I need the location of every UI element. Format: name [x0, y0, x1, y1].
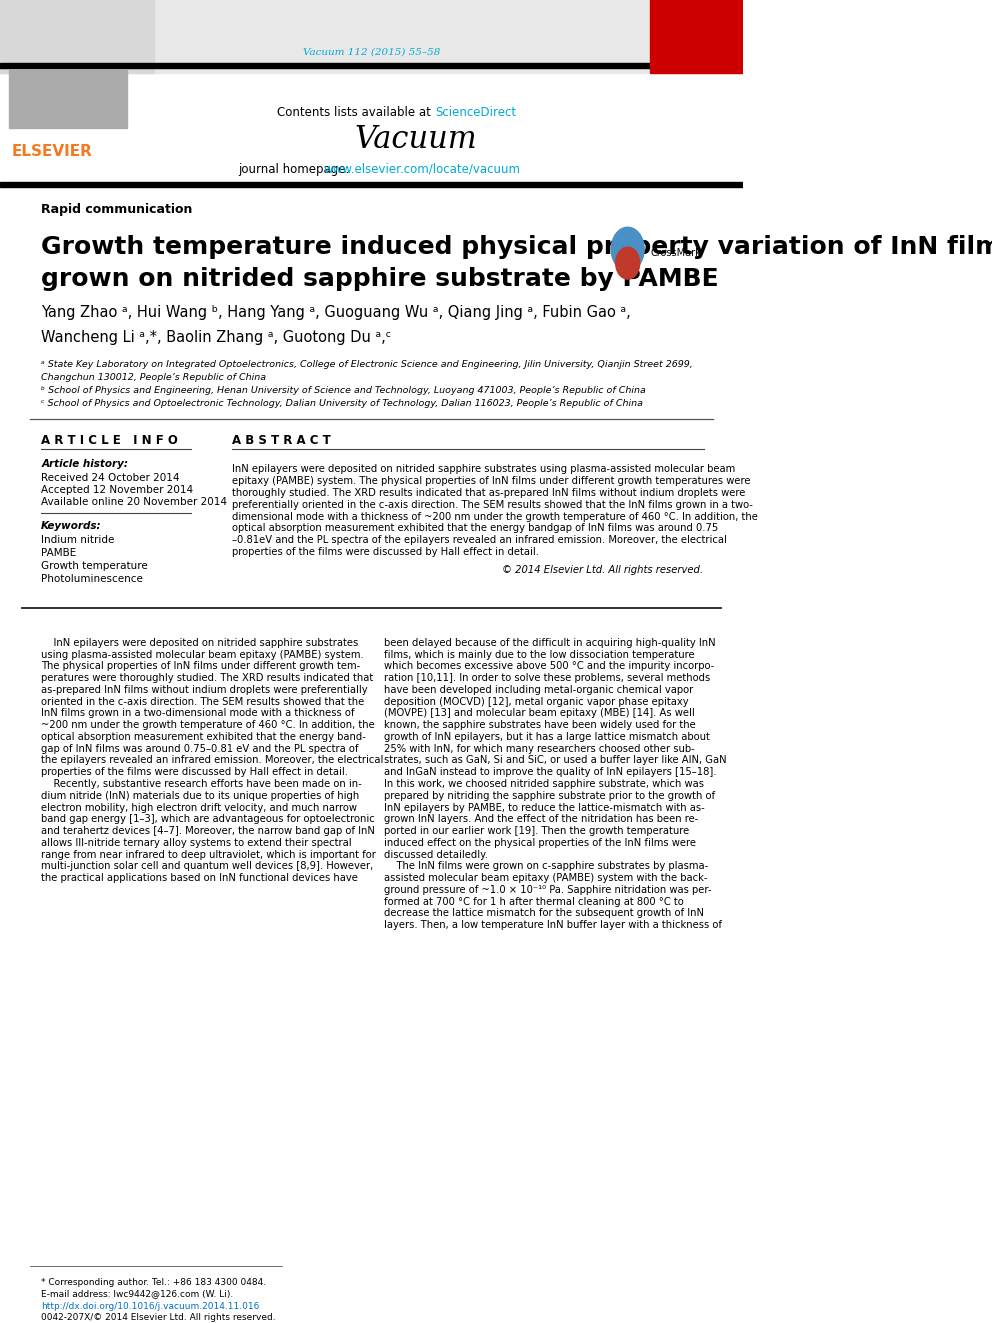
Text: induced effect on the physical properties of the InN films were: induced effect on the physical propertie…	[384, 837, 695, 848]
Text: http://dx.doi.org/10.1016/j.vacuum.2014.11.016: http://dx.doi.org/10.1016/j.vacuum.2014.…	[42, 1302, 260, 1311]
Text: the epilayers revealed an infrared emission. Moreover, the electrical: the epilayers revealed an infrared emiss…	[42, 755, 384, 766]
Text: Photoluminescence: Photoluminescence	[42, 574, 143, 583]
Text: 0042-207X/© 2014 Elsevier Ltd. All rights reserved.: 0042-207X/© 2014 Elsevier Ltd. All right…	[42, 1312, 276, 1322]
Text: dium nitride (InN) materials due to its unique properties of high: dium nitride (InN) materials due to its …	[42, 791, 359, 800]
Text: optical absorption measurement exhibited that the energy bandgap of InN films wa: optical absorption measurement exhibited…	[232, 524, 718, 533]
Text: films, which is mainly due to the low dissociation temperature: films, which is mainly due to the low di…	[384, 650, 694, 660]
Text: deposition (MOCVD) [12], metal organic vapor phase epitaxy: deposition (MOCVD) [12], metal organic v…	[384, 697, 688, 706]
Text: dimensional mode with a thickness of ~200 nm under the growth temperature of 460: dimensional mode with a thickness of ~20…	[232, 512, 758, 521]
Text: Indium nitride: Indium nitride	[42, 536, 114, 545]
Text: the practical applications based on InN functional devices have: the practical applications based on InN …	[42, 873, 358, 882]
Text: A B S T R A C T: A B S T R A C T	[232, 434, 331, 447]
Text: ration [10,11]. In order to solve these problems, several methods: ration [10,11]. In order to solve these …	[384, 673, 709, 683]
Text: decrease the lattice mismatch for the subsequent growth of InN: decrease the lattice mismatch for the su…	[384, 909, 703, 918]
Text: properties of the films were discussed by Hall effect in detail.: properties of the films were discussed b…	[42, 767, 348, 777]
Text: A R T I C L E   I N F O: A R T I C L E I N F O	[42, 434, 179, 447]
Text: band gap energy [1–3], which are advantageous for optoelectronic: band gap energy [1–3], which are advanta…	[42, 814, 375, 824]
Text: InN epilayers by PAMBE, to reduce the lattice-mismatch with as-: InN epilayers by PAMBE, to reduce the la…	[384, 803, 704, 812]
Text: and InGaN instead to improve the quality of InN epilayers [15–18].: and InGaN instead to improve the quality…	[384, 767, 716, 777]
Text: www.elsevier.com/locate/vacuum: www.elsevier.com/locate/vacuum	[323, 163, 521, 176]
Bar	[650, 0, 743, 73]
Text: thoroughly studied. The XRD results indicated that as-prepared InN films without: thoroughly studied. The XRD results indi…	[232, 488, 746, 497]
Text: allows III-nitride ternary alloy systems to extend their spectral: allows III-nitride ternary alloy systems…	[42, 837, 352, 848]
Text: grown InN layers. And the effect of the nitridation has been re-: grown InN layers. And the effect of the …	[384, 814, 698, 824]
Text: © 2014 Elsevier Ltd. All rights reserved.: © 2014 Elsevier Ltd. All rights reserved…	[502, 565, 702, 574]
Text: PAMBE: PAMBE	[42, 548, 76, 558]
Text: oriented in the c-axis direction. The SEM results showed that the: oriented in the c-axis direction. The SE…	[42, 697, 364, 706]
Text: Recently, substantive research efforts have been made on in-: Recently, substantive research efforts h…	[42, 779, 362, 789]
Text: ported in our earlier work [19]. Then the growth temperature: ported in our earlier work [19]. Then th…	[384, 826, 688, 836]
Text: layers. Then, a low temperature InN buffer layer with a thickness of: layers. Then, a low temperature InN buff…	[384, 919, 721, 930]
Text: ~200 nm under the growth temperature of 460 °C. In addition, the: ~200 nm under the growth temperature of …	[42, 720, 375, 730]
Text: formed at 700 °C for 1 h after thermal cleaning at 800 °C to: formed at 700 °C for 1 h after thermal c…	[384, 897, 683, 906]
Text: * Corresponding author. Tel.: +86 183 4300 0484.: * Corresponding author. Tel.: +86 183 43…	[42, 1278, 266, 1287]
Text: high quality vacuum science and technology: high quality vacuum science and technolo…	[642, 105, 751, 110]
Text: electron mobility, high electron drift velocity, and much narrow: electron mobility, high electron drift v…	[42, 803, 357, 812]
Text: using plasma-assisted molecular beam epitaxy (PAMBE) system.: using plasma-assisted molecular beam epi…	[42, 650, 364, 660]
Text: ᶜ School of Physics and Optoelectronic Technology, Dalian University of Technolo: ᶜ School of Physics and Optoelectronic T…	[42, 400, 643, 409]
Text: ScienceDirect: ScienceDirect	[435, 106, 516, 119]
Text: InN epilayers were deposited on nitrided sapphire substrates using plasma-assist: InN epilayers were deposited on nitrided…	[232, 464, 735, 475]
Text: Available online 20 November 2014: Available online 20 November 2014	[42, 497, 227, 507]
Text: E-mail address: lwc9442@126.com (W. Li).: E-mail address: lwc9442@126.com (W. Li).	[42, 1289, 233, 1298]
Text: The InN films were grown on c-sapphire substrates by plasma-: The InN films were grown on c-sapphire s…	[384, 861, 707, 872]
Text: been delayed because of the difficult in acquiring high-quality InN: been delayed because of the difficult in…	[384, 638, 715, 648]
Text: Contents lists available at: Contents lists available at	[277, 106, 434, 119]
Text: Wancheng Li ᵃ,*, Baolin Zhang ᵃ, Guotong Du ᵃ,ᶜ: Wancheng Li ᵃ,*, Baolin Zhang ᵃ, Guotong…	[42, 331, 391, 345]
Text: 25% with InN, for which many researchers choosed other sub-: 25% with InN, for which many researchers…	[384, 744, 694, 754]
Text: (MOVPE) [13] and molecular beam epitaxy (MBE) [14]. As well: (MOVPE) [13] and molecular beam epitaxy …	[384, 708, 694, 718]
Text: Keywords:: Keywords:	[42, 521, 102, 532]
Text: prepared by nitriding the sapphire substrate prior to the growth of: prepared by nitriding the sapphire subst…	[384, 791, 714, 800]
Circle shape	[611, 228, 644, 271]
Text: ᵃ State Key Laboratory on Integrated Optoelectronics, College of Electronic Scie: ᵃ State Key Laboratory on Integrated Opt…	[42, 360, 693, 369]
Text: peratures were thoroughly studied. The XRD results indicated that: peratures were thoroughly studied. The X…	[42, 673, 373, 683]
Text: Rapid communication: Rapid communication	[42, 202, 192, 216]
Text: ELSEVIER: ELSEVIER	[11, 144, 92, 159]
Text: InN epilayers were deposited on nitrided sapphire substrates: InN epilayers were deposited on nitrided…	[42, 638, 358, 648]
Text: In this work, we choosed nitrided sapphire substrate, which was: In this work, we choosed nitrided sapphi…	[384, 779, 703, 789]
Text: assisted molecular beam epitaxy (PAMBE) system with the back-: assisted molecular beam epitaxy (PAMBE) …	[384, 873, 707, 882]
Text: Accepted 12 November 2014: Accepted 12 November 2014	[42, 486, 193, 495]
Text: Vacuum: Vacuum	[354, 124, 477, 155]
Text: Article history:: Article history:	[42, 459, 128, 470]
Text: which becomes excessive above 500 °C and the impurity incorpo-: which becomes excessive above 500 °C and…	[384, 662, 714, 671]
Text: ᵇ School of Physics and Engineering, Henan University of Science and Technology,: ᵇ School of Physics and Engineering, Hen…	[42, 386, 646, 396]
Text: properties of the films were discussed by Hall effect in detail.: properties of the films were discussed b…	[232, 546, 540, 557]
Text: strates, such as GaN, Si and SiC, or used a buffer layer like AlN, GaN: strates, such as GaN, Si and SiC, or use…	[384, 755, 726, 766]
Text: journal homepage:: journal homepage:	[238, 163, 353, 176]
Text: –0.81eV and the PL spectra of the epilayers revealed an infrared emission. Moreo: –0.81eV and the PL spectra of the epilay…	[232, 534, 727, 545]
Text: known, the sapphire substrates have been widely used for the: known, the sapphire substrates have been…	[384, 720, 695, 730]
Text: epitaxy (PAMBE) system. The physical properties of InN films under different gro: epitaxy (PAMBE) system. The physical pro…	[232, 476, 751, 487]
Text: and terahertz devices [4–7]. Moreover, the narrow band gap of InN: and terahertz devices [4–7]. Moreover, t…	[42, 826, 375, 836]
Text: gap of InN films was around 0.75–0.81 eV and the PL spectra of: gap of InN films was around 0.75–0.81 eV…	[42, 744, 359, 754]
Text: ground pressure of ~1.0 × 10⁻¹⁰ Pa. Sapphire nitridation was per-: ground pressure of ~1.0 × 10⁻¹⁰ Pa. Sapp…	[384, 885, 711, 894]
Text: InN films grown in a two-dimensional mode with a thickness of: InN films grown in a two-dimensional mod…	[42, 708, 355, 718]
Text: as-prepared InN films without indium droplets were preferentially: as-prepared InN films without indium dro…	[42, 685, 368, 695]
Text: VACUUM: VACUUM	[663, 83, 730, 97]
Bar	[9, 70, 127, 127]
Text: multi-junction solar cell and quantum well devices [8,9]. However,: multi-junction solar cell and quantum we…	[42, 861, 373, 872]
Text: Growth temperature induced physical property variation of InN films: Growth temperature induced physical prop…	[42, 235, 992, 259]
Text: The physical properties of InN films under different growth tem-: The physical properties of InN films und…	[42, 662, 360, 671]
Bar	[0, 62, 743, 67]
Bar	[0, 0, 154, 73]
Bar	[0, 0, 743, 73]
Text: CrossMark: CrossMark	[650, 249, 701, 258]
Text: Growth temperature: Growth temperature	[42, 561, 148, 572]
Text: Received 24 October 2014: Received 24 October 2014	[42, 474, 180, 483]
Text: Changchun 130012, People’s Republic of China: Changchun 130012, People’s Republic of C…	[42, 373, 266, 382]
Bar	[0, 183, 743, 188]
Text: optical absorption measurement exhibited that the energy band-: optical absorption measurement exhibited…	[42, 732, 366, 742]
Text: growth of InN epilayers, but it has a large lattice mismatch about: growth of InN epilayers, but it has a la…	[384, 732, 709, 742]
Text: range from near infrared to deep ultraviolet, which is important for: range from near infrared to deep ultravi…	[42, 849, 376, 860]
Text: Yang Zhao ᵃ, Hui Wang ᵇ, Hang Yang ᵃ, Guoguang Wu ᵃ, Qiang Jing ᵃ, Fubin Gao ᵃ,: Yang Zhao ᵃ, Hui Wang ᵇ, Hang Yang ᵃ, Gu…	[42, 306, 631, 320]
Text: discussed detailedly.: discussed detailedly.	[384, 849, 487, 860]
Circle shape	[616, 247, 640, 279]
Text: Vacuum 112 (2015) 55–58: Vacuum 112 (2015) 55–58	[303, 48, 440, 57]
Text: have been developed including metal-organic chemical vapor: have been developed including metal-orga…	[384, 685, 692, 695]
Text: preferentially oriented in the c-axis direction. The SEM results showed that the: preferentially oriented in the c-axis di…	[232, 500, 753, 509]
Text: grown on nitrided sapphire substrate by PAMBE: grown on nitrided sapphire substrate by …	[42, 267, 719, 291]
